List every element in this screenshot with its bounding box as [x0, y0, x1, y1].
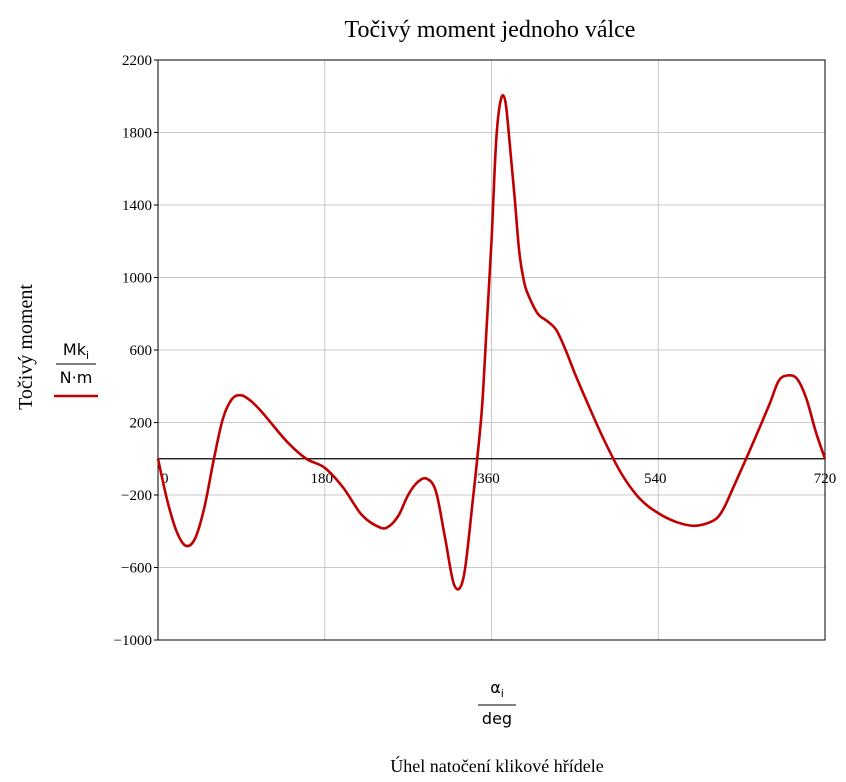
x-tick-label: 0 [161, 471, 169, 487]
y-tick-label: 600 [130, 343, 153, 359]
y-tick-label: −1000 [114, 633, 152, 649]
y-expr-numerator: Mki [63, 340, 89, 362]
x-axis-label: Úhel natočení klikové hřídele [390, 755, 603, 776]
y-tick-labels: 2200 1800 1400 1000 600 200 −200 −600 −1000 [114, 53, 158, 649]
x-tick-label: 180 [311, 471, 334, 487]
grid [157, 59, 826, 641]
torque-series-line [156, 94, 827, 591]
y-axis-label: Točivý moment [15, 284, 37, 410]
y-expr-denominator: N·m [60, 368, 93, 387]
x-tick-labels: 0 180 360 540 720 [161, 471, 836, 487]
y-tick-label: 200 [130, 416, 153, 432]
y-tick-label: 1800 [122, 126, 152, 142]
chart-title: Točivý moment jednoho válce [345, 17, 636, 43]
y-tick-label: 1400 [122, 198, 152, 214]
x-tick-label: 720 [814, 471, 837, 487]
x-tick-label: 540 [644, 471, 667, 487]
x-expr-denominator: deg [482, 709, 512, 728]
y-tick-label: 2200 [122, 53, 152, 69]
y-tick-label: −600 [121, 561, 152, 577]
x-tick-label: 360 [477, 471, 500, 487]
y-tick-label: −200 [121, 488, 152, 504]
y-tick-label: 1000 [122, 271, 152, 287]
x-expr-numerator: αi [490, 678, 504, 700]
